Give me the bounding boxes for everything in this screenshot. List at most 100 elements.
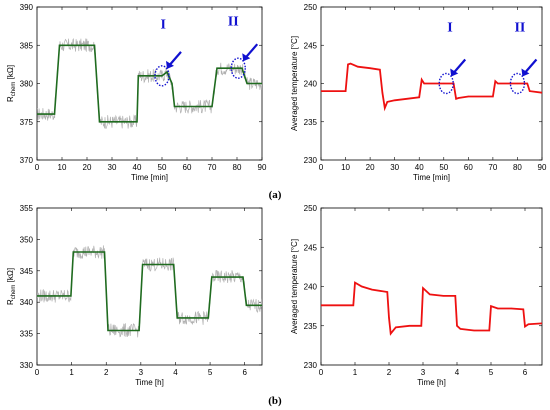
x-tick-label: 60 <box>464 163 473 172</box>
data-point <box>422 287 424 289</box>
y-tick-label: 240 <box>304 80 318 89</box>
x-tick-label: 0 <box>319 163 324 172</box>
data-point <box>216 67 218 69</box>
y-tick-label: 370 <box>20 156 34 165</box>
data-point <box>354 281 356 284</box>
data-point <box>527 323 530 325</box>
data-point <box>488 329 490 332</box>
x-tick-label: 90 <box>538 163 547 172</box>
annotation-circle <box>230 57 246 79</box>
data-point <box>423 82 425 85</box>
data-point <box>421 79 423 81</box>
data-point <box>173 263 175 266</box>
data-point <box>138 329 140 332</box>
data-point <box>53 113 56 115</box>
data-point <box>516 82 519 85</box>
y-tick-label: 390 <box>20 3 34 12</box>
data-point <box>541 322 542 324</box>
data-point <box>37 113 38 115</box>
data-point <box>171 82 173 85</box>
data-point <box>442 295 444 297</box>
x-tick-label: 2 <box>104 368 109 377</box>
y-tick-label: 230 <box>304 156 318 165</box>
data-point <box>443 82 445 85</box>
annotation-circle <box>509 72 526 95</box>
data-point <box>261 82 262 85</box>
annotation-arrow-head <box>166 60 174 69</box>
x-tick-label: 6 <box>523 368 528 377</box>
x-tick-label: 70 <box>208 163 217 172</box>
y-tick-label: 330 <box>20 361 34 370</box>
data-point <box>357 66 359 68</box>
y-tick-label: 240 <box>304 283 318 292</box>
plot-frame <box>36 6 263 161</box>
data-point <box>456 325 458 327</box>
x-tick-label: 10 <box>58 163 67 172</box>
plot-area <box>321 281 542 336</box>
data-point <box>245 304 248 306</box>
x-tick-label: 0 <box>319 368 324 377</box>
chart-panel-a-left: 0 10 20 30 40 50 60 70 80 90 370 375 380 385 390 Time [… <box>6 3 267 182</box>
data-point <box>136 121 138 123</box>
series-line <box>37 44 262 123</box>
data-point <box>395 326 397 328</box>
x-tick-label: 40 <box>415 163 424 172</box>
x-tick-label: 30 <box>108 163 117 172</box>
x-tick-label: 80 <box>513 163 522 172</box>
y-tick-label: 235 <box>304 322 318 331</box>
x-tick-label: 20 <box>366 163 375 172</box>
data-point <box>241 67 243 69</box>
data-point <box>191 105 193 108</box>
y-tick-label: 245 <box>304 243 318 252</box>
x-tick-label: 0 <box>35 368 40 377</box>
x-tick-label: 50 <box>158 163 167 172</box>
data-point <box>207 317 209 319</box>
data-point <box>349 63 352 65</box>
x-tick-label: 4 <box>455 368 460 377</box>
data-point <box>137 75 139 77</box>
x-tick-label: 20 <box>83 163 92 172</box>
data-point <box>321 304 322 306</box>
data-point <box>321 90 322 92</box>
data-point <box>467 95 469 98</box>
y-tick-label: 230 <box>304 361 318 370</box>
data-point <box>196 105 198 108</box>
y-tick-label: 345 <box>20 267 34 276</box>
data-point <box>541 92 542 94</box>
chart-panel-b-right: 0 1 2 3 4 5 6 230 235 240 245 250 Time [h] Averaged t… <box>290 204 543 387</box>
y-tick-label: 350 <box>20 235 34 244</box>
y-tick-label: 355 <box>20 204 34 213</box>
x-axis-label: Time [h] <box>417 378 446 387</box>
data-point <box>211 105 213 108</box>
annotation-label: I <box>447 20 452 35</box>
x-tick-label: 0 <box>35 163 40 172</box>
data-point <box>37 295 38 297</box>
series-line <box>37 251 262 332</box>
x-tick-label: 3 <box>139 368 144 377</box>
data-point <box>492 95 494 98</box>
x-tick-label: 80 <box>233 163 242 172</box>
data-point <box>211 276 213 278</box>
y-tick-label: 245 <box>304 41 318 50</box>
data-point <box>72 251 74 253</box>
annotation-label: II <box>514 20 525 35</box>
plot-area <box>321 62 542 112</box>
data-point <box>429 293 431 295</box>
data-point <box>522 308 524 310</box>
x-tick-label: 40 <box>133 163 142 172</box>
data-point <box>386 291 388 293</box>
series-line <box>321 281 542 336</box>
data-point <box>242 276 244 278</box>
data-point <box>344 90 347 92</box>
raw-signal-line <box>37 245 262 338</box>
annotation-circle <box>154 65 170 87</box>
data-point <box>141 263 144 266</box>
data-point <box>454 295 456 297</box>
x-tick-label: 50 <box>439 163 448 172</box>
x-axis-label: Time [h] <box>135 378 164 387</box>
y-axis-label: Averaged temperature [°C] <box>290 239 299 334</box>
x-tick-label: 5 <box>489 368 494 377</box>
y-tick-label: 335 <box>20 330 34 339</box>
annotation-label: I <box>161 17 166 32</box>
